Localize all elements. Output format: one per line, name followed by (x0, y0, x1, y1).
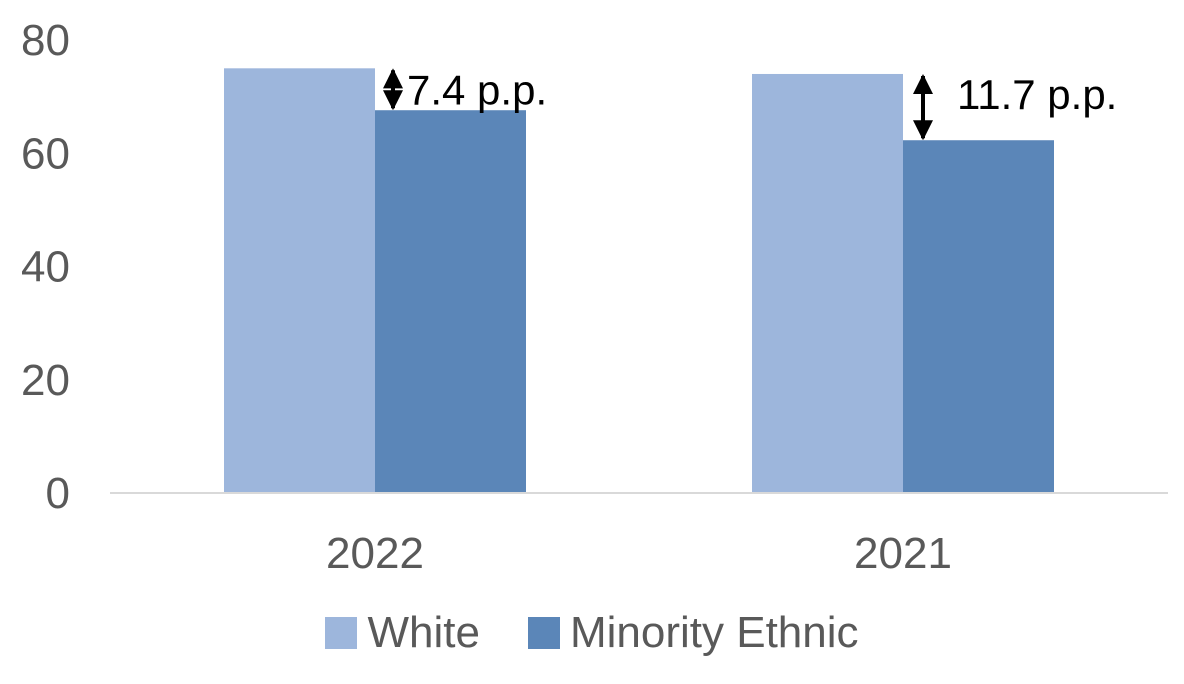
y-tick-label: 0 (46, 469, 70, 518)
bar-minority-ethnic-2022 (375, 110, 526, 493)
difference-label: 7.4 p.p. (407, 66, 547, 113)
legend-swatch-minority-ethnic (527, 617, 560, 649)
legend-item-white: White (325, 608, 480, 658)
bar-white-2022 (224, 68, 375, 493)
bar-chart: 0 20 40 60 80 2022 2021 7.4 p.p. 11.7 p.p. (21, 16, 1168, 578)
difference-label: 11.7 p.p. (957, 71, 1117, 118)
legend-item-minority-ethnic: Minority Ethnic (527, 608, 859, 658)
x-tick-label: 2021 (854, 529, 952, 578)
legend-label-white: White (367, 608, 480, 657)
bar-white-2021 (752, 73, 903, 493)
bar-minority-ethnic-2021 (903, 140, 1054, 493)
y-tick-label: 60 (21, 129, 70, 178)
x-tick-label: 2022 (326, 529, 424, 578)
y-tick-label: 20 (21, 356, 70, 405)
y-tick-label: 80 (21, 16, 70, 65)
legend: White Minority Ethnic (0, 608, 1184, 658)
y-tick-label: 40 (21, 243, 70, 292)
legend-label-minority-ethnic: Minority Ethnic (569, 608, 859, 657)
legend-swatch-white (325, 617, 358, 649)
